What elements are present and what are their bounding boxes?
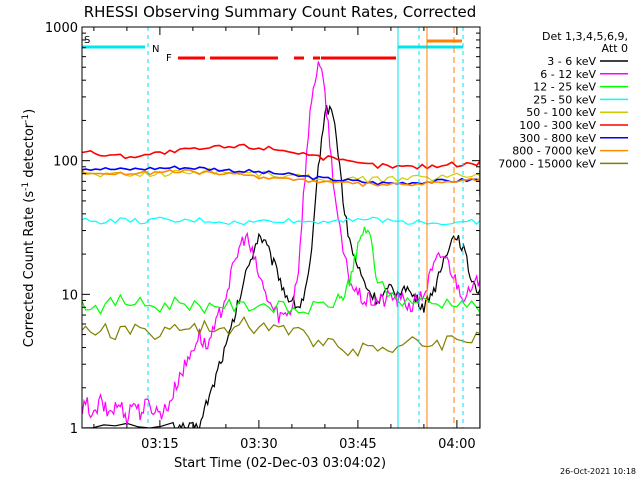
legend-label-6: 100 - 300 keV [519, 119, 596, 132]
series-line-8 [82, 168, 480, 199]
data-layer: S NF [82, 27, 480, 428]
x-axis-title: Start Time (02-Dec-03 03:04:02) [174, 456, 386, 471]
axis-layer: 1 10 100 1000 03:15 03:30 03:45 04:00 [45, 21, 480, 452]
y-axis-title: Corrected Count Rate (s-1 detector-1) [21, 109, 37, 347]
generation-timestamp: 26-Oct-2021 10:18 [560, 467, 636, 476]
series-line-3 [82, 226, 480, 428]
series-line-5 [82, 119, 480, 184]
legend-header-line1: Det 1,3,4,5,6,9, [542, 30, 628, 43]
x-tick-label: 03:30 [240, 437, 277, 452]
legend-header-line2: Att 0 [602, 42, 628, 55]
series-line-4 [82, 149, 480, 226]
series-line-1 [82, 104, 480, 428]
legend-label-4: 25 - 50 keV [533, 93, 596, 106]
plot-frame [81, 26, 481, 429]
flag-label-n: N [152, 44, 159, 55]
flag-label-s: S [84, 35, 90, 46]
legend-label-7: 300 - 800 keV [519, 132, 596, 145]
flag-label-f: F [166, 53, 172, 64]
legend-label-1: 3 - 6 keV [547, 55, 596, 68]
legend-label-3: 12 - 25 keV [533, 81, 596, 94]
series-line-9 [82, 306, 480, 358]
x-tick-label: 03:45 [339, 437, 376, 452]
legend-label-8: 800 - 7000 keV [512, 145, 596, 158]
series-line-2 [82, 61, 480, 426]
y-tick-label: 10 [61, 288, 78, 303]
x-tick-label: 03:15 [141, 437, 178, 452]
series-line-6 [82, 134, 480, 170]
legend-label-9: 7000 - 15000 keV [498, 157, 596, 170]
chart-title: RHESSI Observing Summary Count Rates, Co… [84, 3, 477, 21]
x-tick-label: 04:00 [438, 437, 475, 452]
y-tick-label: 100 [53, 155, 78, 170]
y-tick-label: 1 [70, 422, 78, 437]
y-tick-label: 1000 [45, 21, 78, 36]
legend-label-2: 6 - 12 keV [540, 68, 596, 81]
legend-label-5: 50 - 100 keV [526, 106, 596, 119]
series-line-7 [82, 165, 480, 196]
